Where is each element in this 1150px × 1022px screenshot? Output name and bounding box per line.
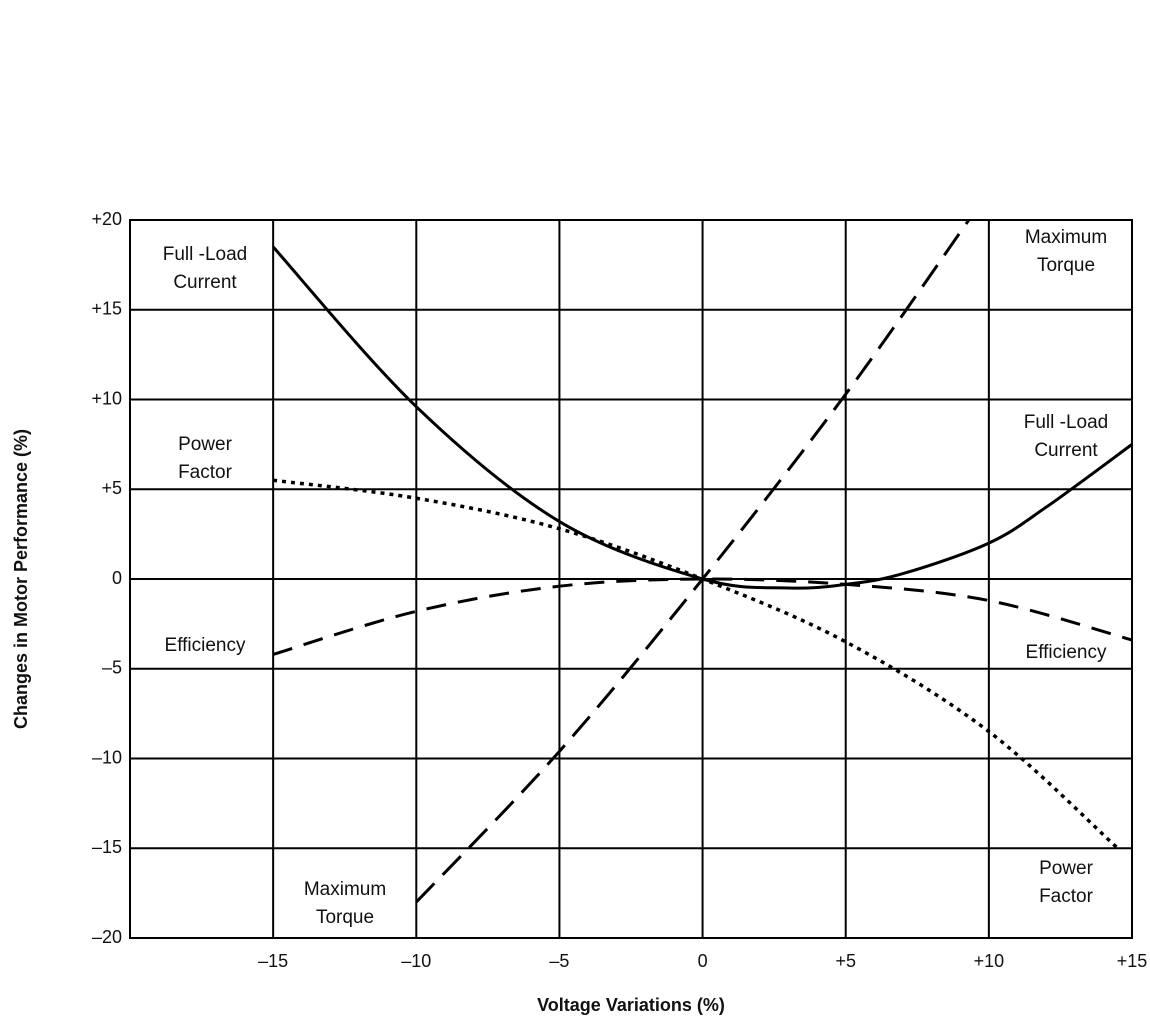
x-axis-title: Voltage Variations (%) [537,995,725,1015]
annotation: Torque [1037,255,1095,276]
annotation: Factor [1039,886,1094,907]
y-tick-label: +10 [91,388,122,408]
x-tick-label: –10 [401,951,431,971]
x-tick-label: –5 [549,951,569,971]
annotation: Current [173,272,237,293]
x-tick-label: +10 [974,951,1005,971]
annotation: Power [1039,858,1094,879]
y-tick-label: –10 [92,747,122,767]
y-tick-label: –20 [92,927,122,947]
annotation: Current [1034,440,1098,461]
annotation: Efficiency [1026,642,1107,663]
annotation: Full -Load [163,244,248,265]
y-tick-label: +15 [91,299,122,319]
series-line [416,220,969,902]
y-tick-label: –15 [92,837,122,857]
annotation: Maximum [1025,227,1107,248]
y-tick-label: +20 [91,209,122,229]
annotation: Power [178,434,233,455]
y-tick-label: –5 [102,658,122,678]
annotation: Efficiency [165,635,246,656]
y-tick-label: 0 [112,568,122,588]
chart: Voltage Variations (%) Changes in Motor … [0,0,1150,1022]
series-line [273,480,1118,848]
x-tick-label: +15 [1117,951,1148,971]
annotation: Maximum [304,879,386,900]
x-tick-label: –15 [258,951,288,971]
x-tick-label: 0 [698,951,708,971]
y-axis-title: Changes in Motor Performance (%) [11,429,31,729]
annotation: Factor [178,462,233,483]
y-tick-label: +5 [101,478,122,498]
x-tick-label: +5 [835,951,856,971]
annotation: Full -Load [1024,412,1109,433]
annotation: Torque [316,907,374,928]
